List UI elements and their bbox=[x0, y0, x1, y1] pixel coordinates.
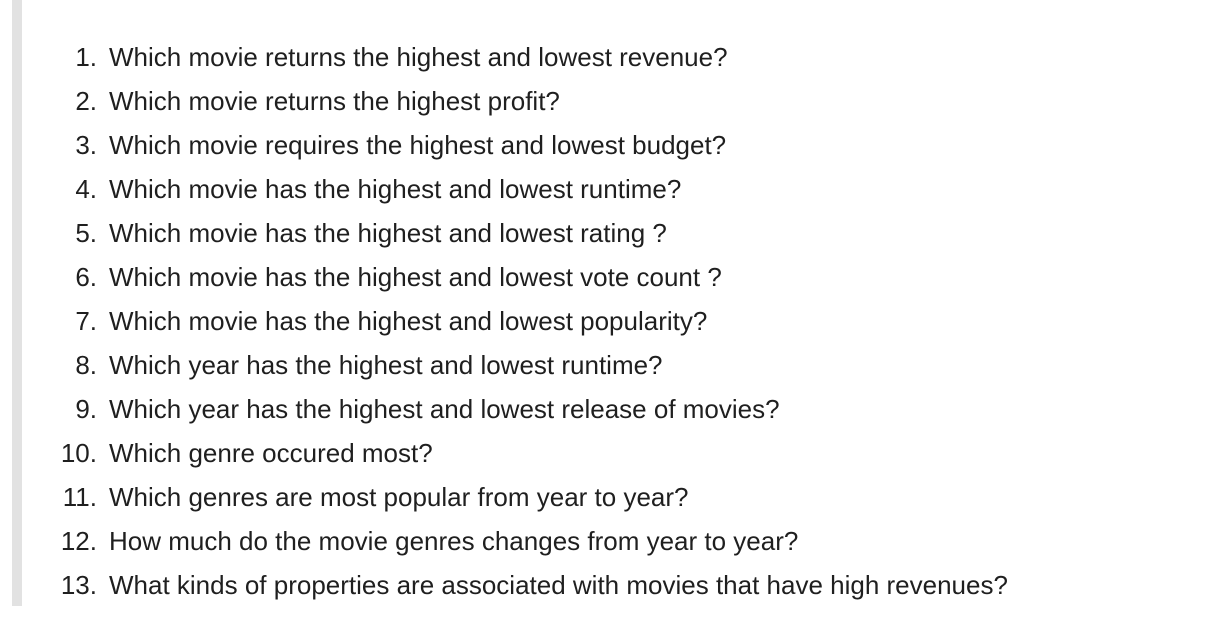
list-item-text: Which movie has the highest and lowest p… bbox=[109, 306, 708, 336]
list-item-number: 9. bbox=[75, 394, 97, 424]
list-item-number: 6. bbox=[75, 262, 97, 292]
list-item-text: Which movie returns the highest and lowe… bbox=[109, 42, 728, 72]
list-item-number: 4. bbox=[75, 174, 97, 204]
list-item-number: 2. bbox=[75, 86, 97, 116]
list-item-number: 7. bbox=[75, 306, 97, 336]
list-item-text: Which movie has the highest and lowest r… bbox=[109, 174, 682, 204]
list-item-text: How much do the movie genres changes fro… bbox=[109, 526, 799, 556]
list-item-text: Which movie returns the highest profit? bbox=[109, 86, 560, 116]
list-item-number: 12. bbox=[60, 526, 97, 556]
list-item-text: Which movie has the highest and lowest r… bbox=[109, 218, 667, 248]
list-item-text: Which year has the highest and lowest re… bbox=[109, 394, 780, 424]
list-item-number: 11. bbox=[62, 482, 97, 512]
list-item-number: 10. bbox=[60, 438, 97, 468]
list-item-text: What kinds of properties are associated … bbox=[109, 570, 1008, 600]
list-item-text: Which genres are most popular from year … bbox=[109, 482, 689, 512]
list-item-number: 1. bbox=[75, 42, 97, 72]
blockquote-bar bbox=[12, 0, 22, 606]
list-item-number: 3. bbox=[75, 130, 97, 160]
list-item-number: 5. bbox=[75, 218, 97, 248]
list-item-number: 13. bbox=[60, 570, 97, 600]
list-item-text: Which year has the highest and lowest ru… bbox=[109, 350, 663, 380]
list-item-text: Which genre occured most? bbox=[109, 438, 433, 468]
list-item-number: 8. bbox=[75, 350, 97, 380]
list-item-text: Which movie has the highest and lowest v… bbox=[109, 262, 722, 292]
list-item-text: Which movie requires the highest and low… bbox=[109, 130, 727, 160]
